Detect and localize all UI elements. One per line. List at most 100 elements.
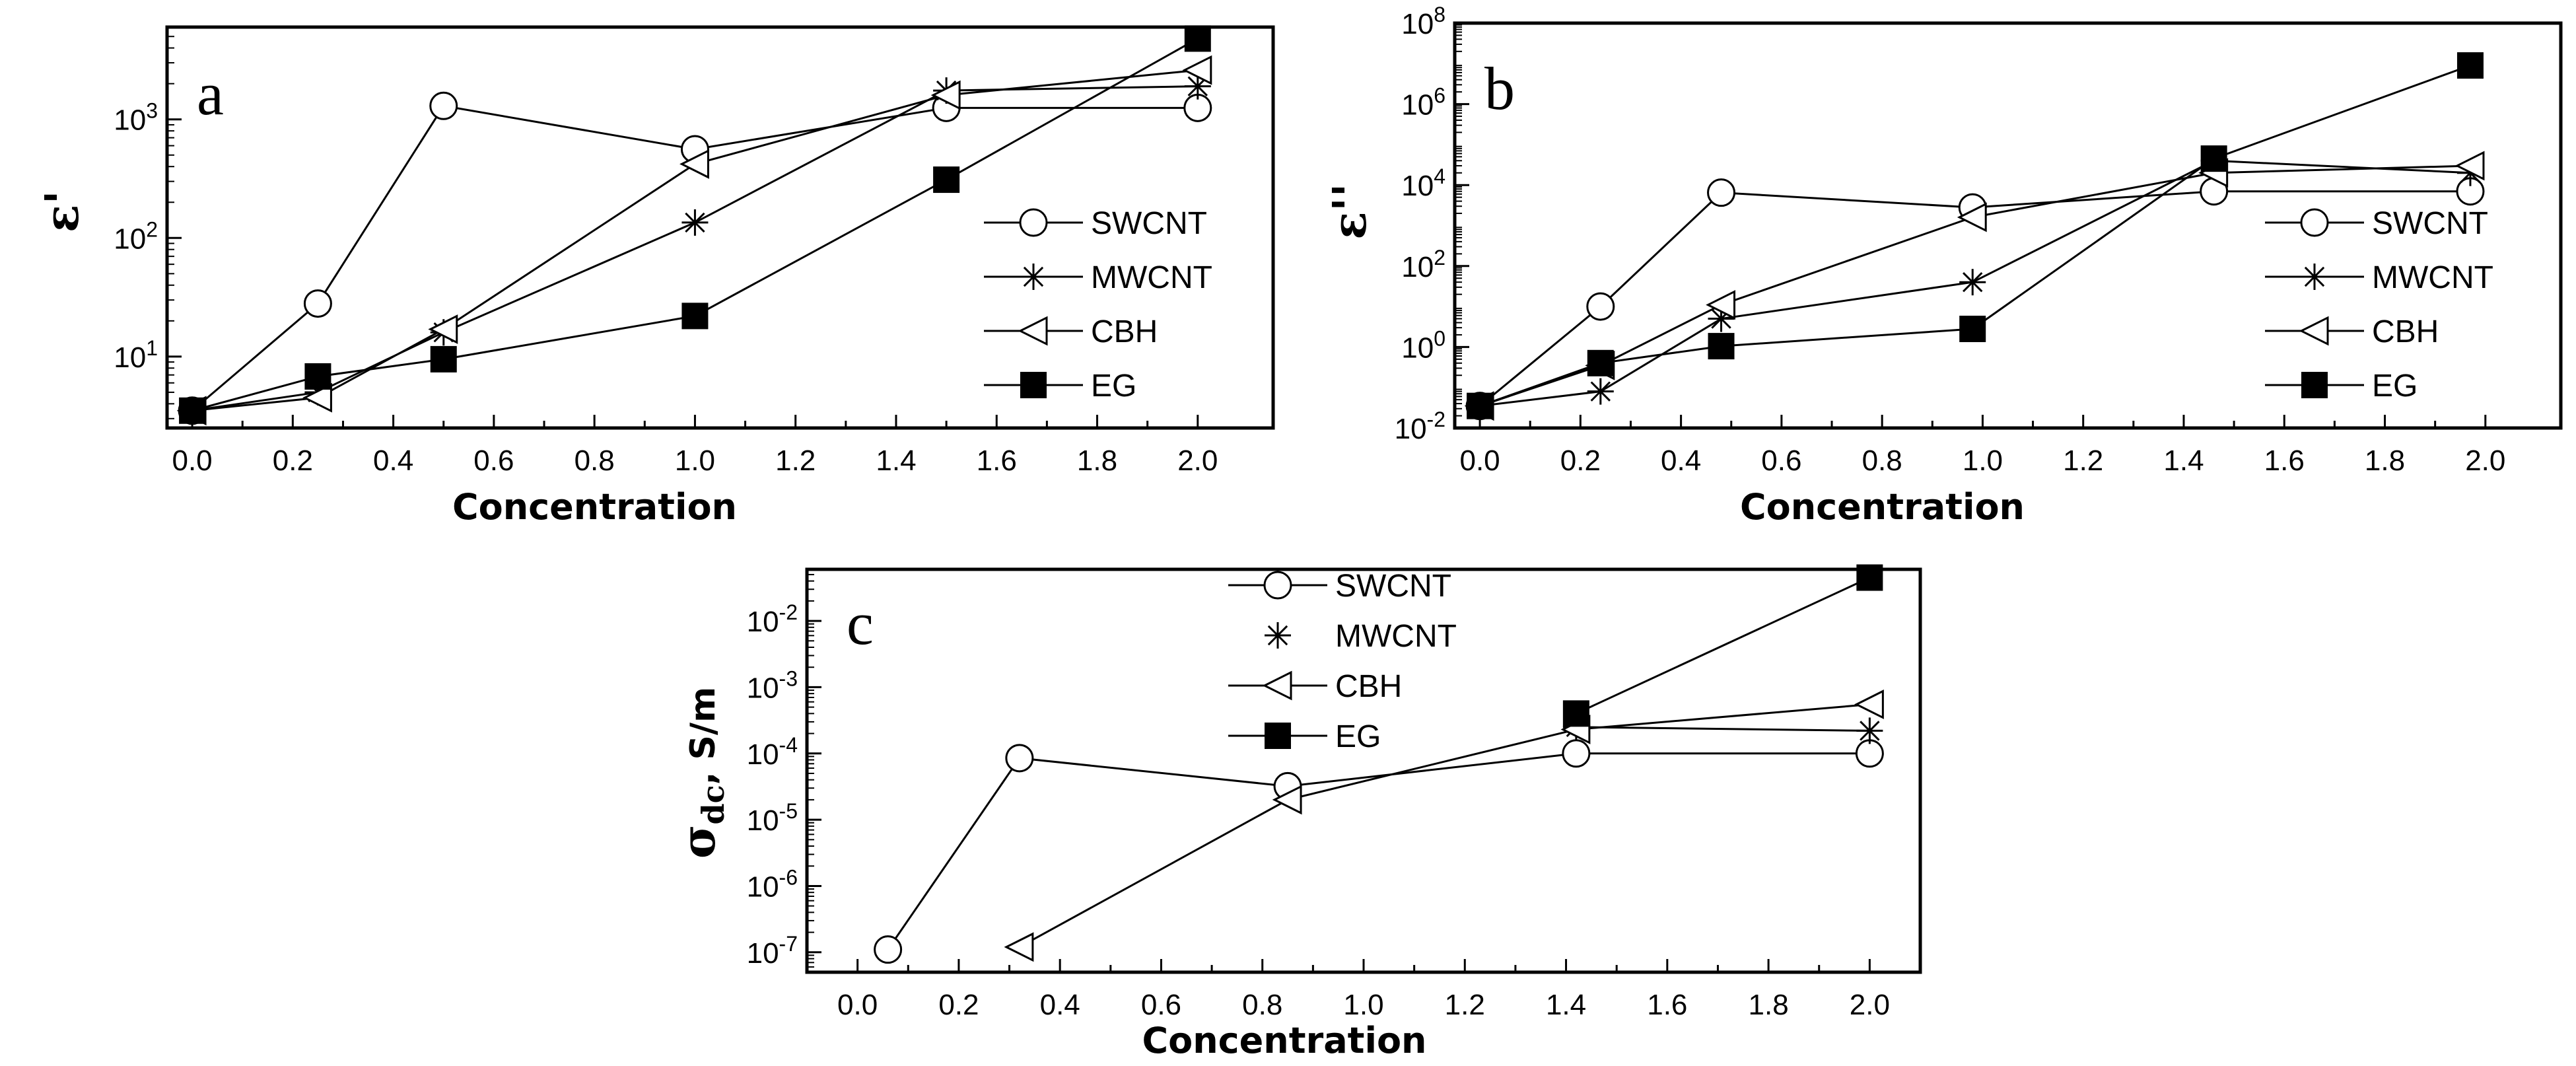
x-tick-label: 0.0 xyxy=(1459,444,1500,477)
series-swcnt-line xyxy=(1479,190,2470,407)
series-swcnt xyxy=(178,91,1212,425)
legend-label-mwcnt: MWCNT xyxy=(2372,260,2493,295)
series-mwcnt xyxy=(1467,147,2484,419)
x-tick-label: 2.0 xyxy=(2465,444,2505,477)
legend-marker-swcnt xyxy=(1263,571,1292,600)
legend-label-swcnt: SWCNT xyxy=(1335,569,1451,604)
x-tick-label: 1.8 xyxy=(1749,989,1789,1021)
legend-marker-swcnt xyxy=(2300,208,2329,237)
legend: SWCNT MWCNT CBH EG xyxy=(984,206,1212,404)
data-point-mwcnt xyxy=(1856,717,1883,744)
legend-marker-eg xyxy=(1265,723,1291,749)
legend-label-swcnt: SWCNT xyxy=(2372,206,2488,241)
y-axis-title: σdc, S/m xyxy=(671,687,731,859)
data-point-eg xyxy=(304,363,331,390)
x-tick-label: 1.0 xyxy=(1343,989,1383,1021)
legend-marker-cbh xyxy=(1262,670,1292,701)
y-tick-label: 10-5 xyxy=(747,799,798,837)
x-tick-label: 2.0 xyxy=(1850,989,1890,1021)
data-point-mwcnt xyxy=(681,209,709,236)
data-point-swcnt xyxy=(1562,739,1591,768)
legend: SWCNT MWCNT CBH EG xyxy=(1228,569,1457,754)
x-tick-label: 0.2 xyxy=(273,444,313,477)
panel-b: 0.0 0.2 0.4 0.6 0.8 1.0 1.2 1.4 1.6 1.8 2.0 10-2 100… xyxy=(1322,3,2563,528)
legend-marker-cbh xyxy=(2299,316,2329,346)
data-point-swcnt xyxy=(1855,739,1884,768)
y-tick-label: 102 xyxy=(1401,246,1445,283)
x-axis-title: Concentration xyxy=(452,486,737,528)
series-mwcnt-line xyxy=(1576,726,1870,732)
x-axis-title: Concentration xyxy=(1142,1020,1427,1061)
data-point-eg xyxy=(2200,145,2227,172)
data-point-cbh xyxy=(1854,690,1884,719)
data-point-eg xyxy=(933,166,960,194)
y-tick-label: 108 xyxy=(1401,3,1445,40)
y-tick-label: 100 xyxy=(1401,326,1445,364)
x-tick-label: 0.6 xyxy=(1141,989,1181,1021)
series-eg-line xyxy=(1576,577,1870,715)
y-axis-title: ε' xyxy=(34,190,89,232)
legend-label-mwcnt: MWCNT xyxy=(1335,619,1457,654)
legend-label-swcnt: SWCNT xyxy=(1091,206,1207,241)
x-tick-label: 0.4 xyxy=(373,444,413,477)
x-tick-label: 1.6 xyxy=(977,444,1017,477)
series-eg-line xyxy=(191,38,1199,412)
y-tick-label: 106 xyxy=(1401,84,1445,122)
data-point-cbh xyxy=(679,149,709,179)
x-tick-label: 1.8 xyxy=(2365,444,2405,477)
panel-letter: b xyxy=(1484,55,1515,122)
legend-marker-eg xyxy=(1020,372,1047,398)
x-tick-label: 0.2 xyxy=(1560,444,1601,477)
legend-marker-eg xyxy=(2301,372,2328,398)
data-point-cbh xyxy=(1957,202,1987,232)
data-point-eg xyxy=(1562,700,1589,727)
series-cbh xyxy=(176,55,1212,426)
x-tick-label: 1.4 xyxy=(876,444,916,477)
legend-label-cbh: CBH xyxy=(2372,314,2439,349)
x-tick-label: 0.6 xyxy=(473,444,514,477)
series-mwcnt xyxy=(1562,713,1883,744)
legend-marker-cbh xyxy=(1018,316,1048,346)
y-tick-label: 10-3 xyxy=(747,666,798,704)
data-point-cbh xyxy=(1706,290,1736,320)
series-eg xyxy=(1467,52,2484,419)
series-eg xyxy=(179,25,1211,424)
data-point-swcnt xyxy=(429,91,458,120)
data-point-eg xyxy=(179,397,206,424)
x-tick-label: 0.0 xyxy=(172,444,212,477)
data-point-cbh xyxy=(428,314,458,344)
x-tick-label: 1.6 xyxy=(1647,989,1687,1021)
series-cbh-line xyxy=(191,69,1198,412)
y-tick-label: 10-2 xyxy=(747,600,798,638)
data-point-mwcnt xyxy=(1959,269,1986,296)
panel-c: 0.0 0.2 0.4 0.6 0.8 1.0 1.2 1.4 1.6 1.8 2.0 10-7 10-… xyxy=(671,564,1922,1061)
x-tick-label: 1.0 xyxy=(675,444,715,477)
legend-label-eg: EG xyxy=(1335,719,1381,754)
data-point-eg xyxy=(2456,52,2484,79)
series-eg-line xyxy=(1479,64,2471,408)
data-point-mwcnt xyxy=(1587,378,1614,405)
y-tick-label: 10-2 xyxy=(1395,408,1445,445)
x-tick-label: 0.8 xyxy=(574,444,615,477)
legend: SWCNT MWCNT CBH EG xyxy=(2265,206,2493,404)
data-point-cbh xyxy=(930,80,961,110)
series-eg xyxy=(1562,564,1883,727)
panel-a: 0.0 0.2 0.4 0.6 0.8 1.0 1.2 1.4 1.6 1.8 2.0 101 102 1… xyxy=(34,25,1275,528)
data-point-swcnt xyxy=(1005,744,1034,773)
data-point-eg xyxy=(681,302,709,330)
data-point-cbh xyxy=(302,382,332,413)
data-point-swcnt xyxy=(874,935,903,964)
x-tick-label: 0.8 xyxy=(1862,444,1902,477)
x-tick-label: 0.4 xyxy=(1661,444,1701,477)
legend-marker-mwcnt xyxy=(1265,622,1291,649)
data-point-swcnt xyxy=(303,289,332,318)
x-tick-label: 0.6 xyxy=(1761,444,1801,477)
panel-letter: a xyxy=(197,60,224,127)
data-point-eg xyxy=(1856,564,1883,591)
series-swcnt-line xyxy=(887,752,1870,950)
x-tick-label: 1.8 xyxy=(1077,444,1117,477)
data-point-cbh xyxy=(1004,932,1034,962)
y-tick-label: 102 xyxy=(114,217,158,255)
x-tick-label: 1.6 xyxy=(2264,444,2305,477)
legend-marker-swcnt xyxy=(1019,208,1048,237)
